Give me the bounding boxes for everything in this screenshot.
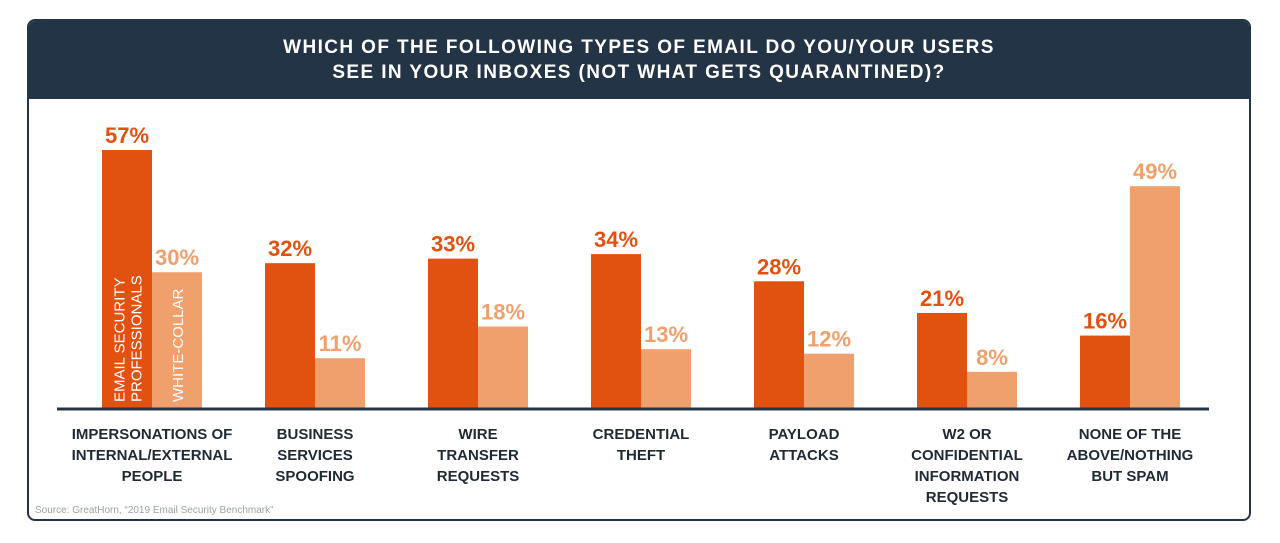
bar-white-collar-6 [1130, 186, 1180, 408]
data-label-professionals-5: 21% [920, 286, 964, 311]
category-label-1-line-0: BUSINESS [277, 426, 354, 443]
data-label-white-collar-3: 13% [644, 322, 688, 347]
legend-white-collar-line-0: WHITE-COLLAR [170, 288, 187, 402]
category-label-1-line-1: SERVICES [277, 447, 353, 464]
data-label-professionals-1: 32% [268, 236, 312, 261]
data-label-professionals-4: 28% [757, 254, 801, 279]
data-label-white-collar-2: 18% [481, 300, 525, 325]
category-label-5-line-0: W2 OR [942, 426, 991, 443]
category-label-2-line-0: WIRE [458, 426, 497, 443]
category-label-1-line-2: SPOOFING [275, 468, 354, 485]
data-label-professionals-3: 34% [594, 227, 638, 252]
legend-professionals-line-0: EMAIL SECURITY [112, 278, 129, 402]
data-label-white-collar-6: 49% [1133, 159, 1177, 184]
category-label-3-line-1: THEFT [617, 447, 665, 464]
category-label-6-line-1: ABOVE/NOTHING [1067, 447, 1194, 464]
bar-professionals-1 [265, 263, 315, 408]
category-label-4-line-0: PAYLOAD [769, 426, 840, 443]
category-label-5-line-2: INFORMATION [915, 468, 1020, 485]
bar-professionals-4 [754, 281, 804, 408]
bar-white-collar-1 [315, 358, 365, 408]
category-label-2-line-1: TRANSFER [437, 447, 519, 464]
category-label-6-line-2: BUT SPAM [1091, 468, 1168, 485]
chart-frame: WHICH OF THE FOLLOWING TYPES OF EMAIL DO… [27, 19, 1251, 521]
chart-header: WHICH OF THE FOLLOWING TYPES OF EMAIL DO… [29, 21, 1249, 99]
data-label-white-collar-0: 30% [155, 245, 199, 270]
source-note: Source: GreatHorn, “2019 Email Security … [35, 505, 274, 516]
category-label-0-line-0: IMPERSONATIONS OF [72, 426, 233, 443]
category-label-5-line-3: REQUESTS [926, 489, 1009, 506]
bar-white-collar-2 [478, 326, 528, 408]
chart-title-line-1: WHICH OF THE FOLLOWING TYPES OF EMAIL DO… [283, 37, 995, 58]
chart-title-line-2: SEE IN YOUR INBOXES (NOT WHAT GETS QUARA… [332, 62, 946, 83]
data-label-white-collar-1: 11% [319, 331, 362, 356]
bar-professionals-2 [428, 258, 478, 408]
bar-professionals-3 [591, 254, 641, 408]
bar-white-collar-3 [641, 349, 691, 408]
category-label-2-line-2: REQUESTS [437, 468, 520, 485]
category-label-0-line-2: PEOPLE [122, 468, 183, 485]
category-label-6-line-0: NONE OF THE [1079, 426, 1182, 443]
bar-white-collar-5 [967, 371, 1017, 408]
category-label-3-line-0: CREDENTIAL [593, 426, 690, 443]
category-label-4-line-1: ATTACKS [769, 447, 838, 464]
data-label-white-collar-5: 8% [976, 345, 1008, 370]
category-label-5-line-1: CONFIDENTIAL [911, 447, 1023, 464]
legend-professionals-line-1: PROFESSIONALS [129, 275, 146, 402]
data-label-professionals-0: 57% [105, 123, 149, 148]
bar-chart: 57% 30% IMPERSONATIONS OF INTERNAL/EXTERNAL… [57, 123, 1209, 506]
bar-professionals-0 [102, 150, 152, 408]
data-label-professionals-6: 16% [1083, 309, 1127, 334]
data-label-white-collar-4: 12% [807, 327, 851, 352]
bar-professionals-6 [1080, 335, 1130, 408]
bar-white-collar-0 [152, 272, 202, 408]
bar-white-collar-4 [804, 353, 854, 408]
bar-professionals-5 [917, 312, 967, 408]
data-label-professionals-2: 33% [431, 232, 475, 257]
category-label-0-line-1: INTERNAL/EXTERNAL [72, 447, 233, 464]
